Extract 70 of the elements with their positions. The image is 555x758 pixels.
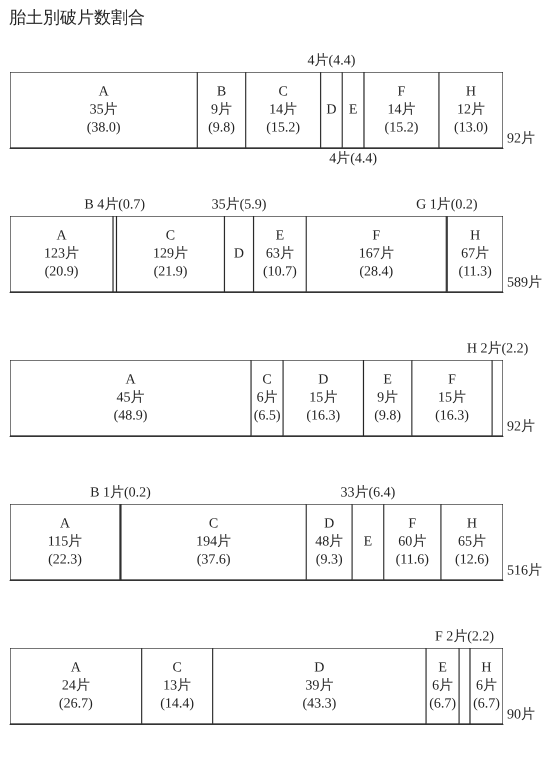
series-label: A [125, 372, 136, 388]
data-label: 129片(21.9) [152, 246, 188, 280]
text: 516片 [507, 562, 542, 578]
data-label: 67片(11.3) [458, 246, 492, 280]
series-label: D [234, 246, 244, 262]
data-label: 14片(15.2) [266, 102, 300, 136]
series-label: A [98, 84, 110, 100]
text: G 1片(0.2) [416, 198, 478, 212]
data-label: 115片(22.3) [48, 534, 82, 568]
series-label: C [172, 660, 182, 676]
data-label: 9片(9.8) [208, 102, 236, 136]
data-label: 167片(28.4) [358, 246, 394, 280]
series-label: C [208, 516, 218, 532]
data-label: 9片(9.8) [374, 390, 402, 424]
data-label: 4片(4.4) [308, 52, 356, 68]
bar [10, 216, 114, 292]
chart-title: 胎土別破片数割合 [9, 8, 145, 27]
text: 92片 [507, 130, 535, 146]
series-label: H [466, 516, 478, 532]
text: F 2片(2.2) [434, 630, 494, 644]
series-label: C [278, 84, 288, 100]
series-label: D [326, 102, 336, 118]
data-label: 39片(43.3) [302, 678, 337, 712]
series-label: D [314, 660, 324, 676]
data-label: 6片(6.7) [429, 678, 456, 712]
series-label: D [318, 372, 328, 388]
series-label: E [383, 372, 392, 388]
series-label: F [372, 228, 380, 244]
data-label: 123片(20.9) [44, 246, 80, 280]
data-label: 60片(11.6) [396, 534, 430, 568]
data-label: 45片(48.9) [114, 390, 148, 424]
data-label: 24片(26.7) [58, 678, 94, 712]
data-label: 48片(9.3) [315, 534, 344, 568]
data-label: 6片(6.5) [254, 390, 281, 424]
text: B 4片(0.7) [84, 198, 146, 212]
series-label: H [470, 228, 480, 244]
data-label: 14片(15.2) [384, 102, 419, 136]
data-label: 35片(5.9) [212, 196, 267, 212]
series-label: E [276, 228, 284, 244]
data-label: 35片(38.0) [86, 102, 121, 136]
series-label: A [60, 516, 71, 532]
series-label: E [348, 102, 358, 118]
data-label: 194片(37.6) [196, 534, 232, 568]
series-label: F [448, 372, 456, 388]
series-label: D [324, 516, 334, 532]
series-label: H [466, 84, 476, 100]
data-label: 63片(10.7) [263, 246, 298, 280]
text: B 1片(0.2) [90, 486, 151, 500]
data-label: 13片(14.4) [160, 678, 194, 712]
series-label: E [364, 534, 372, 550]
text: 92片 [507, 418, 535, 434]
series-label: C [262, 372, 272, 388]
data-label: 15片(16.3) [435, 390, 470, 424]
data-label: 15片(16.3) [306, 390, 341, 424]
series-label: F [408, 516, 416, 532]
data-label: 4片(4.4) [329, 150, 378, 166]
series-label: H [481, 660, 492, 676]
data-label: 6片(6.7) [473, 678, 500, 712]
series-label: F [398, 84, 406, 100]
series-label: A [56, 228, 68, 244]
text: 90片 [507, 706, 535, 722]
series-label: E [438, 660, 447, 676]
series-label: C [166, 228, 176, 244]
text: H 2片(2.2) [466, 342, 528, 356]
data-label: 65片(12.6) [455, 534, 490, 568]
data-label: 33片(6.4) [340, 484, 396, 500]
series-label: B [216, 84, 226, 100]
data-label: 12片(13.0) [454, 102, 488, 136]
series-label: A [70, 660, 82, 676]
text: 589片 [507, 274, 542, 290]
